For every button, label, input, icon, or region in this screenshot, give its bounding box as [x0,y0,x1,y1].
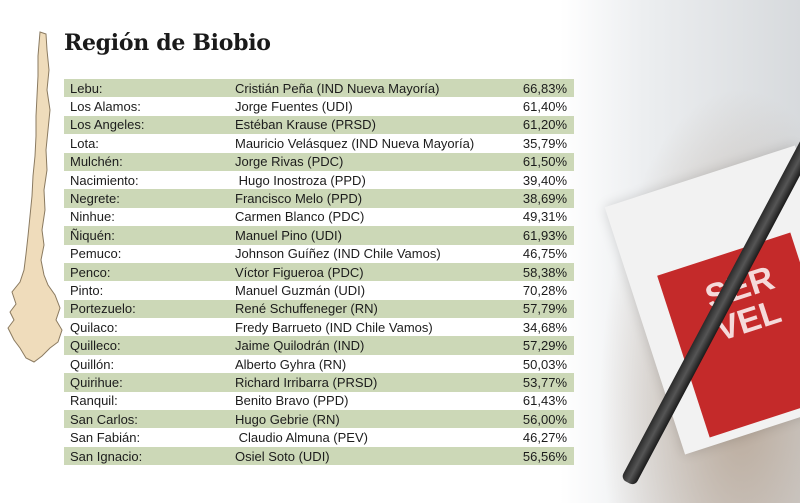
candidate-cell: Víctor Figueroa (PDC) [235,264,364,280]
table-row: Los Alamos: Jorge Fuentes (UDI) 61,40% [64,97,574,115]
commune-cell: Negrete: [70,191,120,207]
commune-cell: Quilleco: [70,338,121,354]
percent-cell: 34,68% [522,319,567,335]
percent-cell: 56,00% [522,411,567,427]
candidate-cell: Benito Bravo (PPD) [235,393,349,409]
table-row: Pinto: Manuel Guzmán (UDI) 70,28% [64,281,574,299]
table-row: Quillón: Alberto Gyhra (RN) 50,03% [64,355,574,373]
candidate-cell: Jaime Quilodrán (IND) [235,338,365,354]
candidate-cell: Osiel Soto (UDI) [235,448,330,464]
percent-cell: 38,69% [522,191,567,207]
candidate-cell: Manuel Guzmán (UDI) [235,282,366,298]
ballot-photo: SERVEL [560,0,800,503]
percent-cell: 66,83% [522,80,567,96]
table-row: Pemuco: Johnson Guíñez (IND Chile Vamos) 4… [64,245,574,263]
candidate-cell: Alberto Gyhra (RN) [235,356,347,372]
percent-cell: 35,79% [522,135,567,151]
commune-cell: Mulchén: [70,154,123,170]
commune-cell: Penco: [70,264,111,280]
candidate-cell: Jorge Rivas (PDC) [235,154,344,170]
percent-cell: 49,31% [522,209,567,225]
candidate-cell: Johnson Guíñez (IND Chile Vamos) [235,246,441,262]
candidate-cell: Estéban Krause (PRSD) [235,117,376,133]
table-row: Ninhue: Carmen Blanco (PDC) 49,31% [64,208,574,226]
commune-cell: Lebu: [70,80,103,96]
percent-cell: 58,38% [522,264,567,280]
commune-cell: Ranquil: [70,393,118,409]
candidate-cell: Claudio Almuna (PEV) [235,430,368,446]
table-row: Ranquil: Benito Bravo (PPD) 61,43% [64,392,574,410]
table-row: Lebu: Cristián Peña (IND Nueva Mayoría) 66… [64,79,574,98]
candidate-cell: Mauricio Velásquez (IND Nueva Mayoría) [235,135,475,151]
table-row: San Fabián: Claudio Almuna (PEV) 46,27% [64,428,574,446]
commune-cell: Quirihue: [70,374,123,390]
table-row: Quilleco: Jaime Quilodrán (IND) 57,29% [64,336,574,355]
commune-cell: Pemuco: [70,246,122,262]
commune-cell: San Ignacio: [70,448,143,464]
results-table: Lebu: Cristián Peña (IND Nueva Mayoría) 66… [64,79,574,466]
commune-cell: Lota: [70,135,99,151]
page-title: Región de Biobio [64,30,271,56]
percent-cell: 61,40% [522,99,567,115]
table-row: Quirihue: Richard Irribarra (PRSD) 53,77% [64,373,574,392]
commune-cell: Ñiquén: [70,227,115,243]
commune-cell: Los Alamos: [70,99,141,115]
table-row: Mulchén: Jorge Rivas (PDC) 61,50% [64,152,574,171]
percent-cell: 61,93% [522,227,567,243]
table-row: Nacimiento: Hugo Inostroza (PPD) 39,40% [64,171,574,189]
commune-cell: Nacimiento: [70,172,139,188]
candidate-cell: Francisco Melo (PPD) [235,191,363,207]
commune-cell: Pinto: [70,282,104,298]
table-row: Ñiquén: Manuel Pino (UDI) 61,93% [64,226,574,245]
commune-cell: San Fabián: [70,430,141,446]
commune-cell: Quilaco: [70,319,118,335]
table-row: San Ignacio: Osiel Soto (UDI) 56,56% [64,446,574,466]
percent-cell: 61,50% [522,154,567,170]
percent-cell: 57,29% [522,338,567,354]
candidate-cell: Manuel Pino (UDI) [235,227,342,243]
percent-cell: 61,20% [522,117,567,133]
percent-cell: 46,75% [522,246,567,262]
percent-cell: 50,03% [522,356,567,372]
table-row: Penco: Víctor Figueroa (PDC) 58,38% [64,262,574,282]
chile-map [7,31,63,363]
table-row: San Carlos: Hugo Gebrie (RN) 56,00% [64,410,574,429]
candidate-cell: Jorge Fuentes (UDI) [235,99,353,115]
commune-cell: Quillón: [70,356,115,372]
percent-cell: 57,79% [522,301,567,317]
candidate-cell: Carmen Blanco (PDC) [235,209,365,225]
percent-cell: 56,56% [522,448,567,464]
candidate-cell: Hugo Gebrie (RN) [235,411,340,427]
candidate-cell: Fredy Barrueto (IND Chile Vamos) [235,319,433,335]
percent-cell: 39,40% [522,172,567,188]
table-row: Negrete: Francisco Melo (PPD) 38,69% [64,189,574,208]
candidate-cell: Richard Irribarra (PRSD) [235,374,378,390]
commune-cell: San Carlos: [70,411,138,427]
table-row: Los Angeles: Estéban Krause (PRSD) 61,20% [64,115,574,135]
table-row: Lota: Mauricio Velásquez (IND Nueva Mayor… [64,134,574,152]
candidate-cell: Hugo Inostroza (PPD) [235,172,366,188]
percent-cell: 70,28% [522,282,567,298]
commune-cell: Ninhue: [70,209,115,225]
percent-cell: 53,77% [522,374,567,390]
candidate-cell: Cristián Peña (IND Nueva Mayoría) [235,80,440,96]
candidate-cell: René Schuffeneger (RN) [235,301,378,317]
commune-cell: Los Angeles: [70,117,145,133]
chile-map-outline [7,31,63,363]
commune-cell: Portezuelo: [70,301,136,317]
table-row: Portezuelo: René Schuffeneger (RN) 57,79% [64,299,574,319]
table-row: Quilaco: Fredy Barrueto (IND Chile Vamos)… [64,318,574,336]
percent-cell: 46,27% [522,430,567,446]
percent-cell: 61,43% [522,393,567,409]
